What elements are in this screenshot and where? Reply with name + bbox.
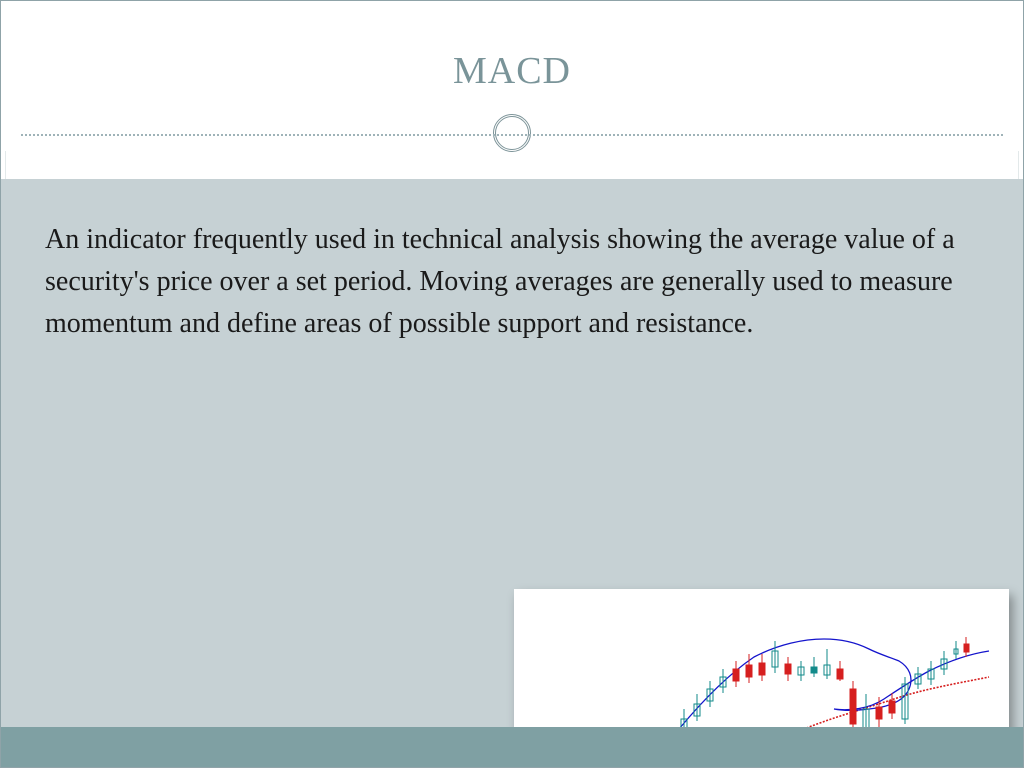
body-paragraph: An indicator frequently used in technica…	[1, 179, 1023, 345]
slide-title: MACD	[1, 1, 1023, 93]
slide-body: An indicator frequently used in technica…	[1, 179, 1023, 768]
title-divider-circle	[493, 114, 531, 152]
slide-container: MACD An indicator frequently used in tec…	[0, 0, 1024, 768]
slide-header: MACD	[1, 1, 1023, 151]
title-divider-line	[21, 134, 1003, 136]
footer-accent-bar	[1, 727, 1023, 767]
